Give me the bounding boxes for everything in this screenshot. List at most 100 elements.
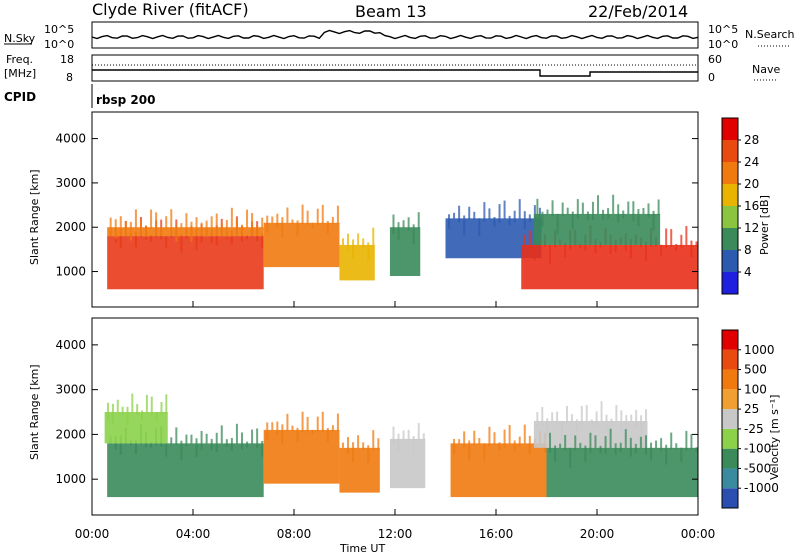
- nsky-tick-bottom: 10^0: [44, 38, 74, 51]
- data-speckle: [165, 394, 168, 414]
- data-speckle: [680, 234, 683, 249]
- data-speckle: [357, 435, 360, 449]
- data-speckle: [397, 433, 400, 453]
- data-speckle: [493, 432, 496, 445]
- data-speckle: [362, 442, 365, 450]
- data-speckle: [225, 219, 228, 238]
- data-band: [533, 213, 661, 245]
- data-speckle: [215, 213, 218, 228]
- data-speckle: [145, 394, 148, 414]
- data-band: [107, 227, 264, 237]
- colorbar-segment: [722, 448, 738, 469]
- data-speckle: [610, 418, 613, 423]
- data-speckle: [417, 212, 420, 229]
- data-speckle: [357, 233, 360, 246]
- colorbar-segment: [722, 184, 738, 206]
- data-speckle: [614, 443, 617, 455]
- data-speckle: [617, 204, 620, 223]
- data-speckle: [205, 220, 208, 237]
- data-speckle: [652, 210, 655, 231]
- data-speckle: [629, 437, 632, 457]
- colorbar-segment: [722, 389, 738, 410]
- data-speckle: [590, 419, 593, 426]
- data-speckle: [551, 412, 554, 422]
- data-speckle: [660, 244, 663, 257]
- data-speckle: [145, 225, 148, 237]
- data-speckle: [347, 437, 350, 454]
- data-speckle: [571, 211, 574, 229]
- data-speckle: [574, 435, 577, 451]
- data-speckle: [109, 217, 112, 236]
- data-speckle: [675, 244, 678, 252]
- data-speckle: [655, 440, 658, 449]
- data-speckle: [602, 209, 605, 220]
- data-speckle: [266, 215, 269, 233]
- data-speckle: [331, 216, 334, 225]
- x-tick-label: 20:00: [580, 527, 615, 541]
- freq-tick-top: 18: [60, 53, 74, 66]
- data-speckle: [331, 425, 334, 432]
- data-speckle: [352, 442, 355, 463]
- data-speckle: [180, 440, 183, 461]
- data-speckle: [246, 441, 249, 448]
- data-speckle: [160, 227, 163, 235]
- data-speckle: [528, 435, 531, 455]
- data-speckle: [306, 416, 309, 433]
- data-speckle: [131, 393, 134, 413]
- data-speckle: [271, 216, 274, 223]
- station-title: Clyde River (fitACF): [92, 0, 249, 19]
- nsky-tick-top: 10^5: [44, 23, 74, 36]
- data-speckle: [251, 213, 254, 233]
- data-speckle: [675, 443, 678, 449]
- data-speckle: [114, 219, 117, 239]
- data-band: [546, 447, 698, 498]
- data-speckle: [564, 243, 567, 258]
- colorbar-tick-label: 4: [744, 265, 752, 279]
- data-speckle: [597, 195, 599, 215]
- data-speckle: [180, 223, 183, 229]
- data-speckle: [695, 241, 698, 247]
- data-speckle: [448, 214, 451, 229]
- data-speckle: [417, 423, 420, 441]
- data-speckle: [195, 217, 198, 233]
- freq-unit: [MHz]: [4, 67, 36, 80]
- data-speckle: [407, 217, 410, 231]
- data-speckle: [352, 239, 355, 259]
- data-speckle: [195, 230, 198, 250]
- data-speckle: [556, 213, 559, 234]
- data-speckle: [503, 200, 506, 220]
- data-speckle: [483, 443, 486, 461]
- data-speckle: [271, 422, 274, 431]
- data-speckle: [695, 447, 698, 452]
- data-speckle: [175, 224, 178, 242]
- power-ylabel: Slant Range [km]: [28, 169, 41, 265]
- data-speckle: [367, 242, 370, 261]
- data-speckle: [468, 206, 471, 220]
- data-speckle: [261, 440, 264, 457]
- data-speckle: [632, 201, 635, 221]
- data-speckle: [321, 204, 324, 225]
- data-band: [450, 443, 547, 498]
- data-speckle: [412, 224, 415, 245]
- data-speckle: [347, 233, 350, 251]
- data-speckle: [579, 243, 582, 248]
- colorbar-segment: [722, 118, 738, 140]
- data-speckle: [622, 210, 625, 219]
- data-speckle: [141, 410, 144, 421]
- data-speckle: [321, 411, 324, 432]
- data-speckle: [660, 438, 663, 452]
- data-speckle: [121, 406, 124, 415]
- data-speckle: [301, 411, 304, 432]
- data-speckle: [412, 436, 415, 456]
- data-speckle: [170, 437, 173, 445]
- data-speckle: [230, 437, 233, 451]
- data-speckle: [266, 422, 269, 441]
- data-speckle: [311, 222, 314, 229]
- data-speckle: [647, 203, 650, 218]
- colorbar-segment: [722, 250, 738, 272]
- data-speckle: [599, 445, 602, 454]
- data-speckle: [256, 428, 259, 449]
- data-speckle: [175, 427, 178, 445]
- data-speckle: [230, 207, 233, 228]
